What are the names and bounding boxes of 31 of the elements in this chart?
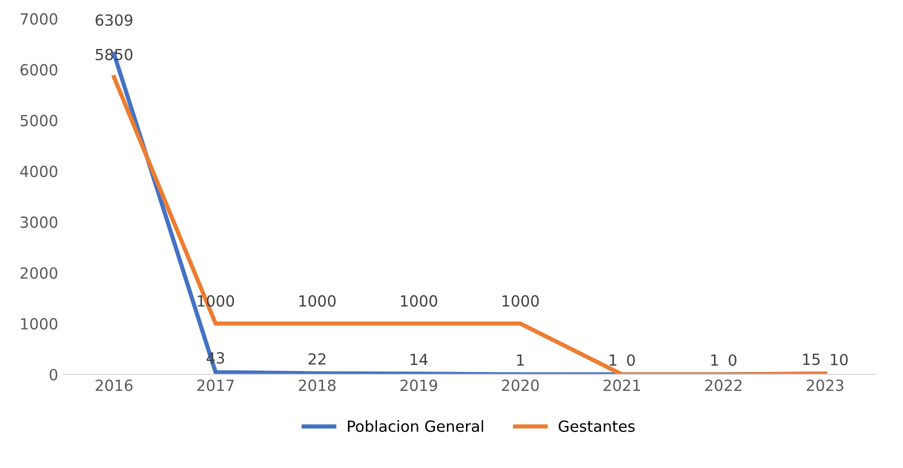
x-tick-label: 2017 <box>197 380 234 392</box>
data-label: 1 <box>610 354 616 366</box>
y-tick-label: 1000 <box>21 318 58 330</box>
data-label: 1 <box>711 354 718 366</box>
x-tick-label: 2023 <box>806 380 844 392</box>
y-tick-label: 3000 <box>20 216 58 228</box>
y-tick-label: 7000 <box>20 13 58 25</box>
data-label: 1 <box>517 354 524 366</box>
data-label: 1000 <box>401 295 438 307</box>
x-tick-label: 2021 <box>604 380 640 392</box>
data-label: 1000 <box>299 295 336 307</box>
data-label: 14 <box>410 354 428 365</box>
x-tick-label: 2022 <box>705 380 742 392</box>
data-label: 6309 <box>96 14 132 26</box>
y-tick-label: 0 <box>50 368 58 380</box>
legend-label: Poblacion General <box>348 420 484 432</box>
y-tick-label: 4000 <box>20 166 58 178</box>
y-tick-label: 6000 <box>20 64 58 76</box>
data-label: 1000 <box>502 295 539 307</box>
legend-label: Gestantes <box>558 420 635 432</box>
data-label: 22 <box>308 353 326 365</box>
y-tick-label: 2000 <box>20 267 58 279</box>
data-label: 15 <box>803 354 820 366</box>
x-tick-label: 2016 <box>96 380 132 392</box>
x-tick-label: 2020 <box>502 380 539 392</box>
x-tick-label: 2019 <box>400 380 438 392</box>
data-label: 0 <box>627 354 635 366</box>
data-label: 0 <box>728 354 736 366</box>
x-tick-label: 2018 <box>298 380 336 392</box>
y-tick-label: 5000 <box>20 114 58 126</box>
data-label: 10 <box>830 354 848 366</box>
